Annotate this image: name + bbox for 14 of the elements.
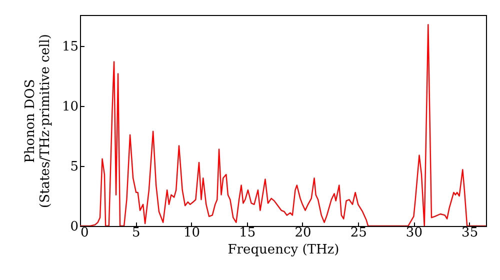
x-axis-title: Frequency (THz) bbox=[228, 242, 340, 258]
y-tick-label: 15 bbox=[62, 40, 78, 55]
y-axis-title: Phonon DOS (States/THz·primitive cell) bbox=[22, 34, 53, 208]
x-tick-label: 35 bbox=[462, 226, 478, 240]
x-tick-label: 0 bbox=[80, 226, 89, 240]
line-series bbox=[80, 24, 486, 226]
x-tick-label: 30 bbox=[406, 226, 422, 240]
x-tick-label: 5 bbox=[132, 226, 140, 240]
y-tick-label: 5 bbox=[70, 160, 78, 175]
x-tick-label: 25 bbox=[350, 226, 367, 240]
x-tick-label: 15 bbox=[239, 226, 256, 240]
x-tick-label: 10 bbox=[183, 226, 200, 240]
x-tick-label: 20 bbox=[294, 226, 312, 240]
y-tick-label: 10 bbox=[62, 100, 78, 115]
